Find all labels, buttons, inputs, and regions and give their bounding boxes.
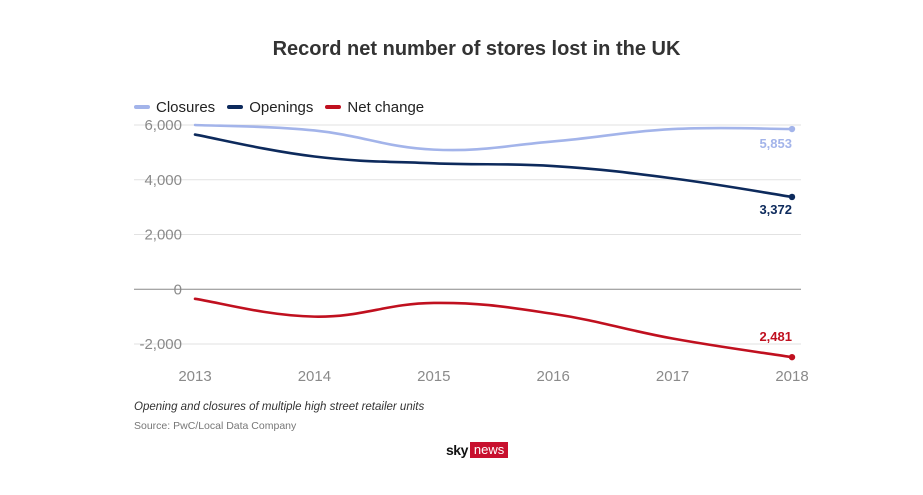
legend-item-closures: Closures [134, 99, 215, 116]
chart-note: Opening and closures of multiple high st… [134, 401, 425, 413]
y-tick-label: 2,000 [144, 227, 182, 244]
legend-item-net-change: Net change [325, 99, 424, 116]
legend-swatch-net-change [325, 105, 342, 109]
end-point-openings [788, 193, 796, 201]
y-tick-label: 4,000 [144, 172, 182, 189]
legend-swatch-closures [134, 105, 150, 109]
series-line-net-change [193, 297, 794, 359]
end-point-closures [788, 125, 796, 133]
y-tick-label: 0 [174, 281, 182, 298]
brand-news-text: news [469, 442, 509, 458]
brand-sky-text: sky [446, 442, 468, 458]
chart-legend: Closures Openings Net change [134, 97, 436, 117]
x-tick-label: 2015 [417, 368, 450, 385]
end-label-net-change: 2,481 [759, 329, 792, 344]
end-point-net-change [788, 353, 796, 361]
y-tick-label: 6,000 [144, 117, 182, 134]
x-tick-label: 2018 [775, 368, 808, 385]
legend-label-net-change: Net change [347, 98, 425, 116]
legend-label-closures: Closures [156, 98, 216, 116]
chart-title: Record net number of stores lost in the … [272, 38, 681, 60]
legend-item-openings: Openings [227, 99, 313, 116]
x-tick-label: 2016 [537, 368, 570, 385]
x-tick-label: 2014 [298, 368, 331, 385]
series-line-closures [193, 123, 794, 152]
legend-label-openings: Openings [249, 98, 314, 116]
x-tick-label: 2017 [656, 368, 689, 385]
chart-source: Source: PwC/Local Data Company [134, 420, 297, 432]
x-tick-label: 2013 [178, 368, 211, 385]
sky-news-logo: sky news [446, 441, 509, 459]
series-line-openings [193, 133, 794, 199]
y-tick-label: -2,000 [139, 336, 182, 353]
legend-swatch-openings [227, 105, 244, 109]
end-label-closures: 5,853 [759, 136, 792, 151]
end-label-openings: 3,372 [759, 202, 792, 217]
